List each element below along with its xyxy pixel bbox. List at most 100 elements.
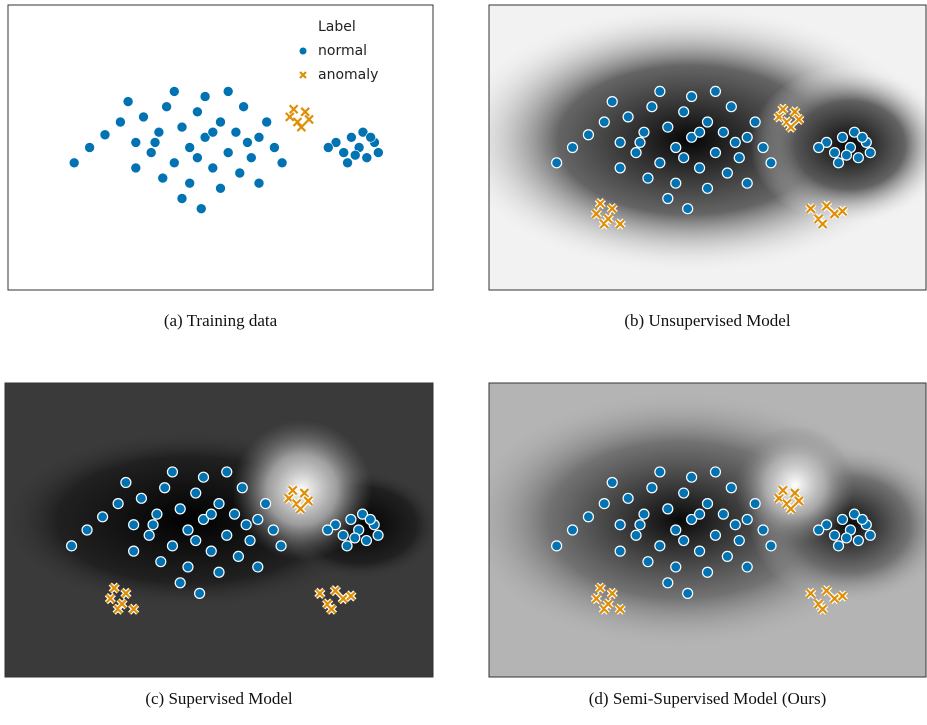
anomaly-point xyxy=(338,593,348,604)
normal-point xyxy=(614,136,626,148)
normal-point xyxy=(199,132,211,143)
normal-point xyxy=(244,534,256,547)
normal-point xyxy=(228,508,241,520)
normal-point xyxy=(190,487,202,499)
normal-point xyxy=(357,126,369,138)
normal-point xyxy=(598,498,610,510)
normal-point xyxy=(856,513,868,526)
anomaly-point xyxy=(330,585,341,596)
normal-point xyxy=(322,142,334,153)
normal-point xyxy=(182,561,194,573)
anomaly-point xyxy=(790,107,800,117)
caption: (c) Supervised Model xyxy=(145,689,293,708)
normal-point xyxy=(155,556,167,568)
normal-point xyxy=(364,513,376,526)
normal-point xyxy=(153,126,165,138)
normal-point xyxy=(205,545,217,557)
normal-point xyxy=(215,116,226,128)
normal-point xyxy=(757,141,769,154)
normal-point xyxy=(169,157,180,169)
normal-point xyxy=(122,96,134,107)
normal-point xyxy=(654,540,666,552)
normal-point xyxy=(252,513,264,526)
anomaly-point xyxy=(786,122,796,132)
anomaly-point xyxy=(595,583,606,593)
anomaly-point xyxy=(821,201,832,211)
normal-point xyxy=(176,121,188,133)
normal-point xyxy=(135,492,147,504)
anomaly-point xyxy=(287,485,298,496)
normal-point xyxy=(551,540,563,552)
normal-point xyxy=(693,545,706,557)
normal-point xyxy=(253,132,265,143)
normal-point xyxy=(96,511,109,523)
normal-point xyxy=(614,545,626,557)
normal-point xyxy=(65,540,78,552)
normal-point xyxy=(194,587,206,599)
normal-point xyxy=(820,136,833,148)
anomaly-point xyxy=(603,599,614,609)
normal-point xyxy=(765,540,777,552)
normal-point xyxy=(670,141,682,154)
normal-point xyxy=(757,524,769,536)
normal-point xyxy=(345,513,357,526)
normal-point xyxy=(709,147,722,159)
normal-point xyxy=(662,121,674,133)
normal-point xyxy=(670,561,682,573)
normal-point xyxy=(238,101,249,112)
normal-point xyxy=(828,147,841,159)
normal-point xyxy=(68,157,80,169)
normal-point xyxy=(654,85,666,98)
normal-point xyxy=(634,519,646,531)
normal-point xyxy=(182,524,194,536)
anomaly-point xyxy=(805,588,816,599)
normal-point xyxy=(166,540,179,552)
normal-point xyxy=(242,137,253,148)
normal-point xyxy=(221,466,233,478)
normal-point xyxy=(733,534,745,547)
normal-point xyxy=(330,137,342,148)
normal-point xyxy=(197,513,210,526)
normal-point xyxy=(130,162,142,174)
normal-point xyxy=(678,152,690,164)
panel-frame xyxy=(7,4,434,291)
normal-point xyxy=(582,129,595,141)
normal-point xyxy=(195,203,207,214)
anomaly-point xyxy=(295,504,306,514)
anomaly-point xyxy=(346,591,356,601)
normal-point xyxy=(622,111,634,123)
normal-point xyxy=(365,132,376,143)
normal-point xyxy=(145,147,157,158)
anomaly-point xyxy=(615,604,625,614)
normal-point xyxy=(721,167,733,179)
normal-point xyxy=(733,152,745,164)
normal-point xyxy=(322,524,334,536)
normal-point xyxy=(848,126,860,138)
normal-point xyxy=(356,508,369,520)
normal-point xyxy=(372,529,384,541)
normal-point xyxy=(174,503,186,515)
normal-point xyxy=(276,157,288,169)
anomaly-point xyxy=(117,599,127,609)
normal-point xyxy=(143,529,155,541)
normal-point xyxy=(184,142,195,153)
normal-point xyxy=(147,519,159,531)
panel-frame xyxy=(488,4,927,291)
anomaly-point xyxy=(821,585,832,596)
anomaly-point xyxy=(794,496,804,506)
normal-point xyxy=(709,466,722,478)
normal-point xyxy=(614,162,626,174)
normal-point xyxy=(606,476,618,489)
normal-point xyxy=(360,534,373,547)
normal-point xyxy=(215,183,226,194)
legend-marker xyxy=(299,47,307,55)
normal-point xyxy=(151,508,163,520)
normal-point xyxy=(207,126,219,138)
normal-point xyxy=(551,157,563,169)
normal-point xyxy=(678,534,690,547)
anomaly-point xyxy=(326,604,337,614)
normal-point xyxy=(598,116,610,128)
normal-point xyxy=(646,101,658,113)
normal-point xyxy=(184,177,195,189)
normal-point xyxy=(709,85,722,98)
